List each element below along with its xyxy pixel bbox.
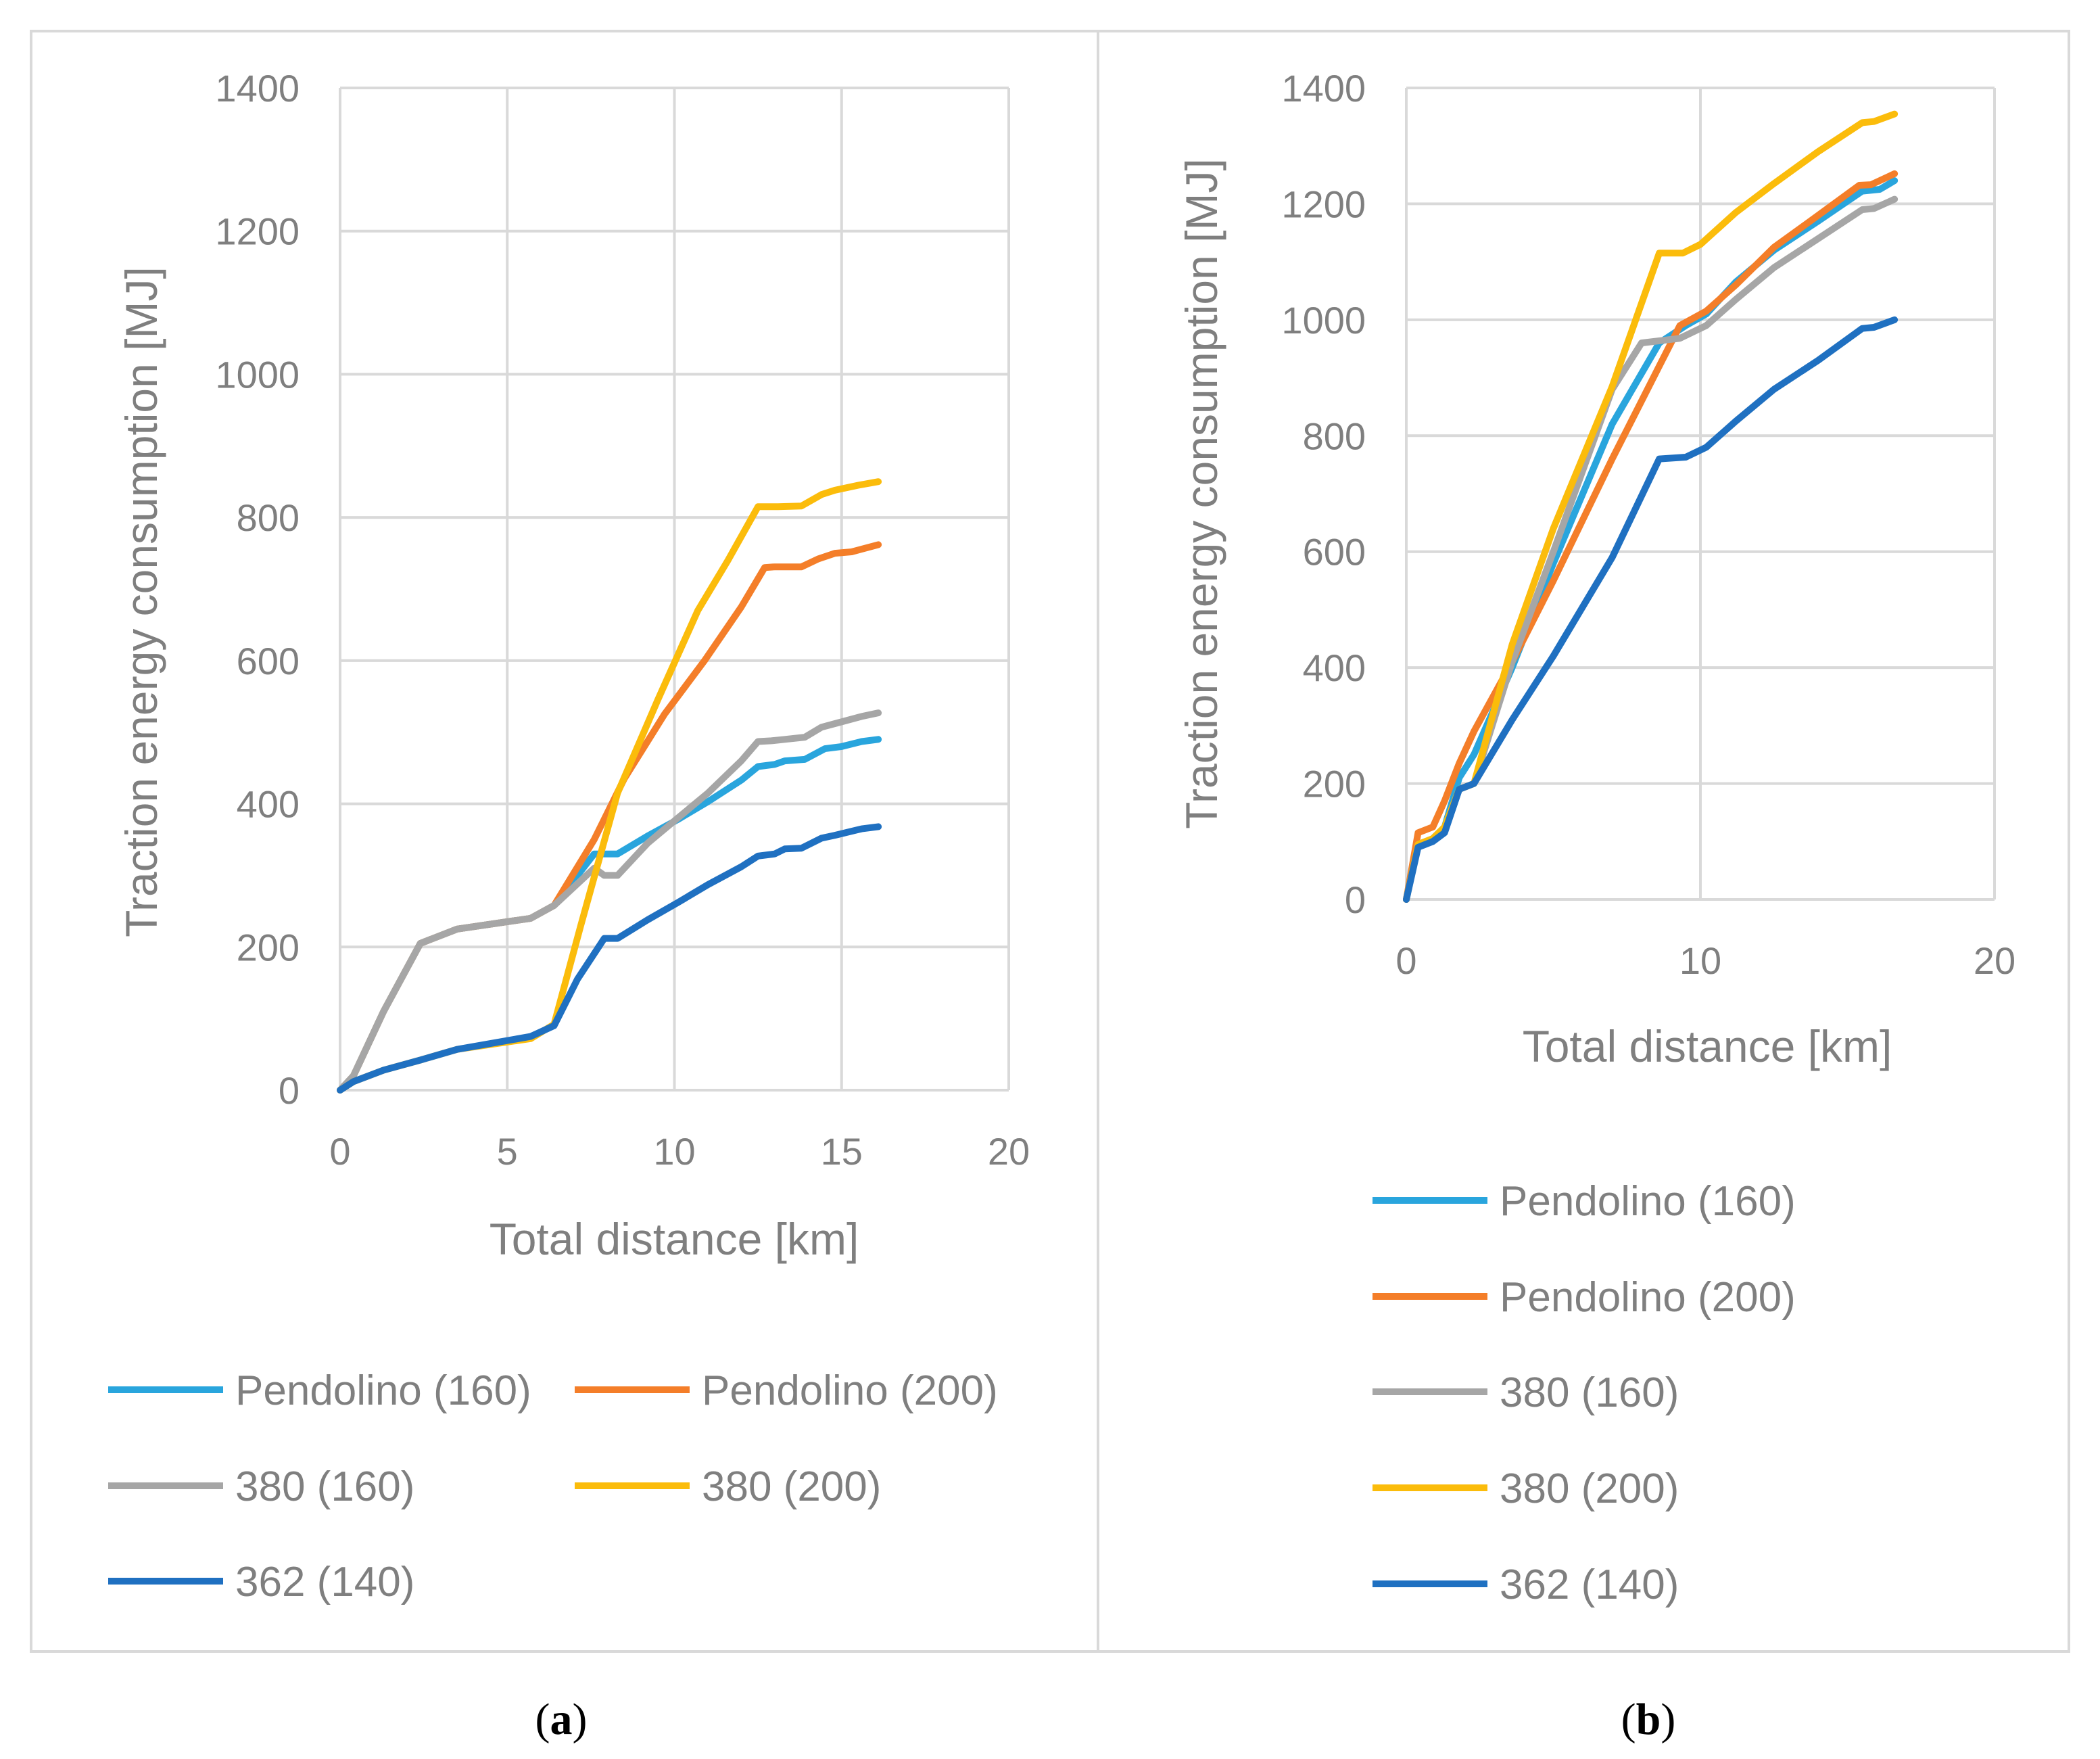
legend-label: 362 (140) [1500, 1562, 1679, 1608]
y-tick-label: 1000 [215, 353, 300, 396]
series-line [1403, 170, 1899, 903]
legend-label: 380 (200) [1500, 1465, 1679, 1512]
gridlines-a [339, 87, 1010, 1092]
caption-b: (b) [1621, 1695, 1676, 1744]
legend-item: Pendolino (200) [1373, 1274, 1796, 1321]
x-tick-label: 5 [497, 1130, 518, 1173]
legend-item: Pendolino (200) [575, 1367, 998, 1414]
y-tick-label: 400 [237, 783, 300, 826]
y-tick-label: 800 [237, 496, 300, 539]
x-axis-title: Total distance [km] [1523, 1021, 1892, 1071]
legend-item: 380 (200) [575, 1463, 881, 1510]
y-tick-label: 200 [237, 926, 300, 968]
y-tick-label: 600 [1303, 531, 1366, 573]
chart-panel-b [1097, 30, 2070, 1653]
series-line [1403, 316, 1899, 903]
legend-label: 362 (140) [235, 1559, 414, 1605]
legend-label: 380 (200) [702, 1463, 881, 1510]
x-tick-label: 15 [821, 1130, 863, 1173]
y-tick-label: 1400 [215, 67, 300, 110]
x-tick-label: 10 [1679, 939, 1721, 982]
legend-item: 380 (160) [1373, 1369, 1679, 1416]
y-axis-title: Traction energy consumption [MJ] [116, 266, 166, 937]
gridlines-b [1405, 87, 1996, 901]
y-tick-label: 800 [1303, 415, 1366, 457]
legend-label: Pendolino (160) [1500, 1178, 1796, 1225]
x-tick-label: 10 [653, 1130, 695, 1173]
legend-item: 362 (140) [108, 1559, 414, 1605]
y-tick-label: 400 [1303, 647, 1366, 689]
x-tick-label: 20 [1974, 939, 2015, 982]
x-tick-label: 20 [988, 1130, 1030, 1173]
chart-panel-a [30, 30, 1099, 1653]
legend-label: 380 (160) [235, 1463, 414, 1510]
caption-a: (a) [535, 1695, 588, 1744]
series-line [337, 709, 882, 1094]
x-tick-label: 0 [329, 1130, 350, 1173]
legend-label: 380 (160) [1500, 1369, 1679, 1416]
legend-item: 380 (200) [1373, 1465, 1679, 1512]
y-tick-label: 1200 [215, 210, 300, 253]
series-line [337, 823, 882, 1094]
y-tick-label: 0 [1345, 878, 1366, 921]
legend-item: 380 (160) [108, 1463, 414, 1510]
y-tick-label: 1200 [1281, 183, 1366, 225]
y-axis-title: Traction energy consumption [MJ] [1176, 158, 1226, 829]
x-tick-label: 0 [1395, 939, 1416, 982]
legend-label: Pendolino (200) [702, 1367, 998, 1414]
legend-item: 362 (140) [1373, 1562, 1679, 1608]
legend-label: Pendolino (200) [1500, 1274, 1796, 1321]
y-tick-label: 600 [237, 640, 300, 682]
y-tick-label: 1400 [1281, 67, 1366, 110]
series-line [1403, 110, 1899, 903]
y-tick-label: 1000 [1281, 299, 1366, 342]
y-tick-label: 0 [279, 1069, 300, 1112]
x-axis-title: Total distance [km] [490, 1214, 859, 1264]
legend-item: Pendolino (160) [1373, 1178, 1796, 1225]
legend-label: Pendolino (160) [235, 1367, 531, 1414]
legend-item: Pendolino (160) [108, 1367, 531, 1414]
series-line [1403, 195, 1899, 903]
series-line [1403, 177, 1899, 903]
y-tick-label: 200 [1303, 763, 1366, 805]
